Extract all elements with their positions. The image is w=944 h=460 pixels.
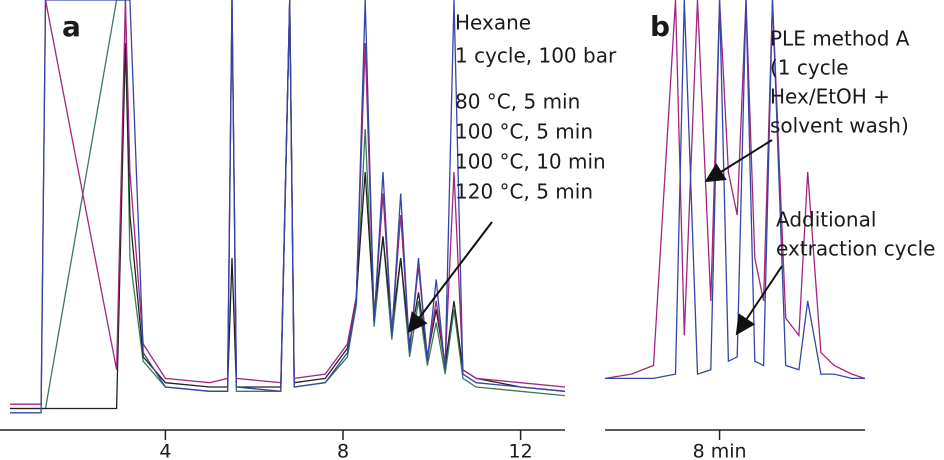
trace xyxy=(10,0,565,410)
panel-traces xyxy=(10,0,565,414)
trace xyxy=(10,0,565,414)
annotation: extraction cycle xyxy=(776,237,935,261)
annotation: PLE method A xyxy=(770,27,910,51)
panel-label: b xyxy=(650,10,670,43)
annotation: 80 °C, 5 min xyxy=(455,90,580,114)
trace xyxy=(605,0,865,380)
annotation: 120 °C, 5 min xyxy=(455,180,593,204)
annotation: 1 cycle, 100 bar xyxy=(455,44,617,68)
x-tick-label: 8 xyxy=(337,441,349,460)
annotation: Hexane xyxy=(455,11,531,35)
x-tick-label: 12 xyxy=(509,441,533,460)
x-tick-label: 4 xyxy=(159,441,171,460)
annotation: 100 °C, 5 min xyxy=(455,120,593,144)
arrow xyxy=(407,221,493,334)
trace xyxy=(605,0,865,380)
panel-traces xyxy=(605,0,865,380)
x-tick-label: 8 min xyxy=(693,441,747,460)
traces xyxy=(10,0,865,414)
arrow xyxy=(704,139,773,183)
annotation: 100 °C, 10 min xyxy=(455,150,606,174)
panel-label: a xyxy=(62,10,81,43)
arrow xyxy=(735,265,783,336)
annotation: solvent wash) xyxy=(770,114,909,138)
annotation: (1 cycle xyxy=(770,56,849,80)
annotation: Additional xyxy=(776,208,876,232)
ticks: 4 8 12 8 min xyxy=(159,430,747,460)
annotation: Hex/EtOH + xyxy=(770,85,890,109)
